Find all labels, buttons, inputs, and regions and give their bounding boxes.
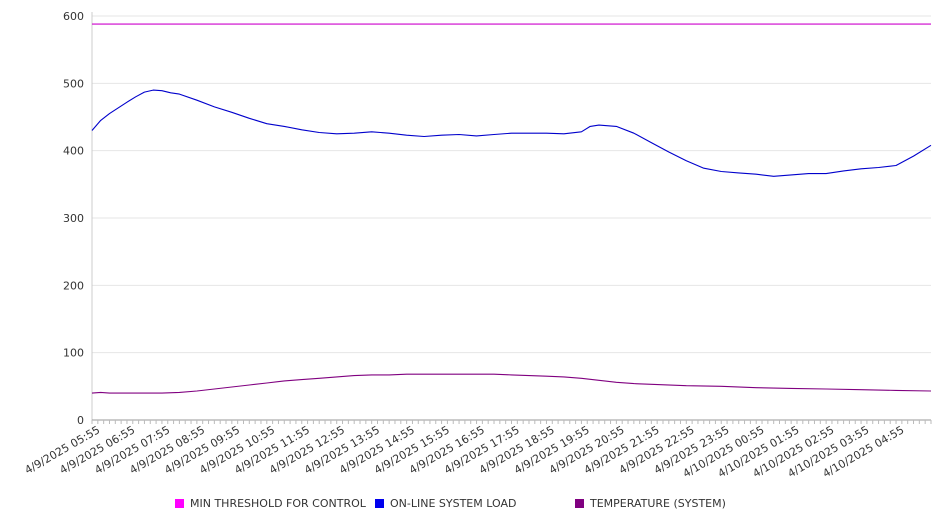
- legend-item-min-threshold[interactable]: MIN THRESHOLD FOR CONTROL: [175, 497, 366, 510]
- legend-item-online-system-load[interactable]: ON-LINE SYSTEM LOAD: [375, 497, 516, 510]
- y-tick-label: 500: [63, 77, 84, 90]
- y-tick-label: 300: [63, 212, 84, 225]
- legend-label-online-system-load: ON-LINE SYSTEM LOAD: [390, 497, 517, 510]
- y-tick-label: 400: [63, 145, 84, 158]
- legend-label-temperature: TEMPERATURE (SYSTEM): [590, 497, 726, 510]
- legend-label-min-threshold: MIN THRESHOLD FOR CONTROL: [190, 497, 366, 510]
- y-tick-label: 200: [63, 279, 84, 292]
- legend: MIN THRESHOLD FOR CONTROL ON-LINE SYSTEM…: [0, 497, 946, 515]
- y-tick-label: 0: [77, 414, 84, 427]
- temperature-line: [91, 373, 932, 394]
- legend-item-temperature[interactable]: TEMPERATURE (SYSTEM): [575, 497, 726, 510]
- legend-swatch-online-system-load: [375, 499, 384, 508]
- y-tick-label: 100: [63, 347, 84, 360]
- legend-swatch-temperature: [575, 499, 584, 508]
- y-tick-label: 600: [63, 10, 84, 23]
- online-system-load-line: [91, 89, 932, 177]
- legend-swatch-min-threshold: [175, 499, 184, 508]
